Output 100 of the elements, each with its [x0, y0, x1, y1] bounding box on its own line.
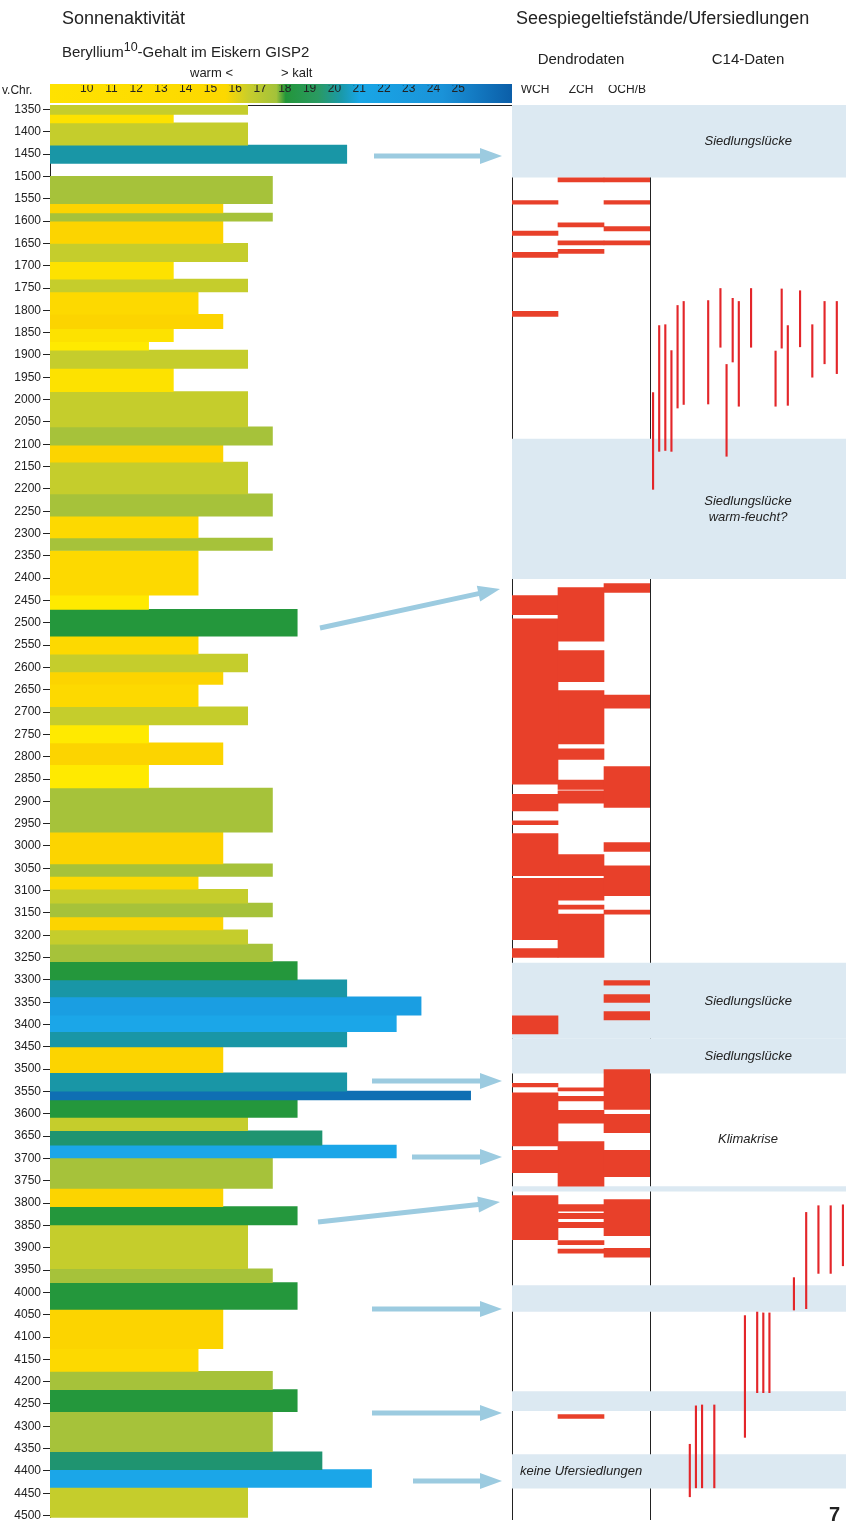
y-tick-label: 1850 — [14, 324, 42, 339]
y-tick-label: 3850 — [14, 1217, 42, 1232]
y-tick-label: 2000 — [14, 391, 42, 406]
bar — [670, 350, 673, 452]
bar — [557, 1414, 605, 1419]
y-tick-label: 4450 — [14, 1485, 42, 1500]
x-tick-label: WCH — [520, 82, 550, 97]
y-tick-label: 1750 — [14, 280, 42, 295]
y-tick-label: 2950 — [14, 815, 42, 830]
bar — [835, 301, 838, 374]
band-label: Siedlungslücke — [704, 1048, 792, 1065]
bar — [603, 842, 650, 852]
y-tick-label: 1500 — [14, 168, 42, 183]
y-tick-label: 4350 — [14, 1440, 42, 1455]
y-tick-label: 3050 — [14, 860, 42, 875]
x-tick-label: OCH/B — [607, 82, 647, 97]
bar — [664, 324, 667, 451]
bar — [762, 1312, 765, 1394]
y-tick-label: 2100 — [14, 436, 42, 451]
bar — [658, 325, 661, 452]
bar — [829, 1205, 832, 1274]
y-tick-label: 2450 — [14, 592, 42, 607]
chart-title: Seespiegeltiefstände/Ufersiedlungen — [516, 8, 810, 29]
y-tick-label: 4500 — [14, 1507, 42, 1522]
y-tick-label: 2550 — [14, 637, 42, 652]
annotation: 7 — [828, 1503, 840, 1526]
y-tick-label: 3500 — [14, 1061, 42, 1076]
chart-subtitle: Beryllium$^{10}$-Gehalt im Eiskern GISP2 — [62, 40, 310, 60]
y-tick-label: 2800 — [14, 749, 42, 764]
y-tick-label: 4250 — [14, 1396, 42, 1411]
annotation: Klimakrise — [717, 1131, 779, 1146]
y-tick-label: 3950 — [14, 1262, 42, 1277]
y-tick-label: 3550 — [14, 1083, 42, 1098]
y-tick-label: 1600 — [14, 213, 42, 228]
y-tick-label: 1350 — [14, 101, 42, 116]
y-tick-label: 3700 — [14, 1150, 42, 1165]
y-axis-title: v.Chr. — [2, 83, 33, 97]
y-tick-label: 2050 — [14, 414, 42, 429]
x-tick-label: ZCH — [568, 82, 594, 97]
y-tick-label: 2200 — [14, 481, 42, 496]
y-tick-label: 3350 — [14, 994, 42, 1009]
band-label: Siedlungslücke — [704, 992, 792, 1009]
bar — [780, 288, 783, 349]
y-tick-label: 2750 — [14, 726, 42, 741]
y-tick-label: 3600 — [14, 1106, 42, 1121]
y-tick-label: 1450 — [14, 146, 42, 161]
bar — [603, 980, 650, 986]
bar — [694, 1405, 698, 1489]
y-tick-label: 2300 — [14, 525, 42, 540]
y-tick-label: 4400 — [14, 1463, 42, 1478]
y-tick-label: 2250 — [14, 503, 42, 518]
y-tick-label: 3900 — [14, 1240, 42, 1255]
y-tick-label: 1550 — [14, 191, 42, 206]
y-tick-label: 2500 — [14, 615, 42, 630]
bar — [805, 1212, 808, 1310]
y-tick-label: 3300 — [14, 972, 42, 987]
bar — [676, 305, 679, 409]
bar — [756, 1311, 759, 1394]
chart-subtitle: Dendrodaten — [536, 50, 626, 67]
y-tick-label: 3150 — [14, 905, 42, 920]
bar — [707, 300, 710, 405]
bar — [786, 325, 789, 406]
band-label: keine Ufersiedlungen — [520, 1463, 643, 1480]
bar — [768, 1312, 771, 1394]
y-tick-label: 3450 — [14, 1039, 42, 1054]
bar — [713, 1404, 716, 1489]
bar — [841, 1204, 845, 1267]
bar — [731, 298, 734, 363]
y-tick-label: 1400 — [14, 124, 42, 139]
bar — [512, 230, 559, 236]
bar — [743, 1315, 747, 1438]
y-tick-label: 1900 — [14, 347, 42, 362]
bar — [603, 200, 650, 205]
bar — [512, 1083, 559, 1088]
text: warm < — [190, 65, 233, 80]
y-tick-label: 4050 — [14, 1307, 42, 1322]
y-tick-label: 4200 — [14, 1373, 42, 1388]
bar — [603, 994, 650, 1003]
band-label: Siedlungslücke warm-feucht? — [703, 492, 793, 525]
y-tick-label: 2350 — [14, 548, 42, 563]
y-tick-label: 2700 — [14, 704, 42, 719]
bar — [817, 1205, 820, 1274]
bar — [512, 1015, 559, 1035]
bar — [557, 1240, 605, 1246]
bar — [792, 1277, 796, 1311]
y-tick-label: 3800 — [14, 1195, 42, 1210]
y-tick-label: 3200 — [14, 927, 42, 942]
bar — [749, 288, 753, 348]
bar — [651, 392, 655, 490]
bar — [719, 288, 722, 348]
y-tick-label: 3750 — [14, 1173, 42, 1188]
y-tick-label: 1950 — [14, 369, 42, 384]
bar — [688, 1443, 691, 1498]
y-tick-label: 2150 — [14, 458, 42, 473]
bar — [682, 301, 685, 405]
y-tick-label: 4100 — [14, 1329, 42, 1344]
bar — [512, 200, 559, 205]
chart-title: C14-Daten — [710, 50, 786, 67]
bar — [737, 301, 740, 407]
y-tick-label: 3100 — [14, 882, 42, 897]
